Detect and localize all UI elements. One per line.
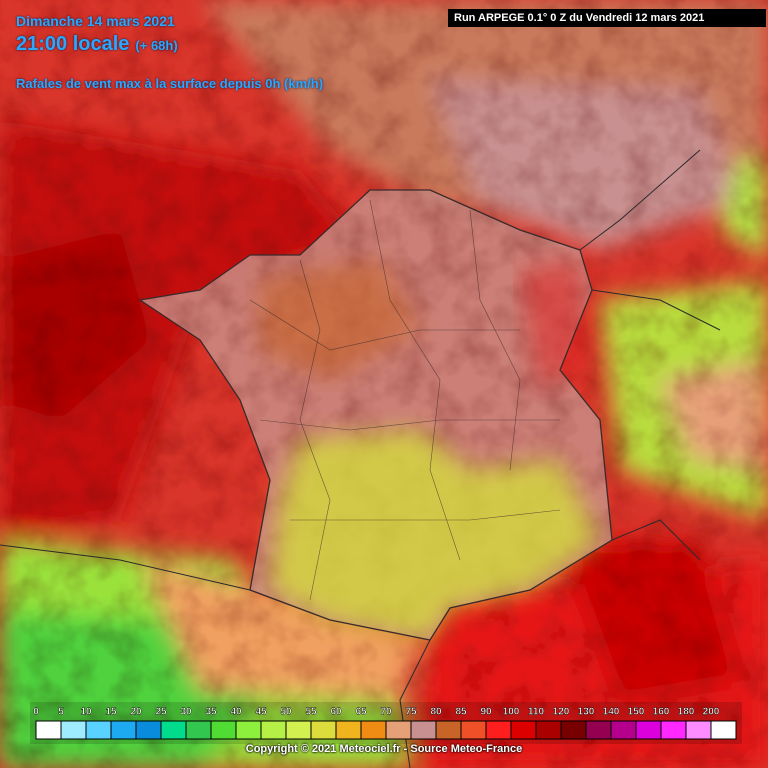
legend-label: 150 xyxy=(628,707,645,718)
legend-label: 5 xyxy=(58,707,64,718)
legend-label: 10 xyxy=(80,707,92,718)
legend-swatch xyxy=(510,720,537,740)
date: Dimanche 14 mars 2021 xyxy=(16,13,175,29)
time-line: 21:00 locale (+ 68h) xyxy=(16,33,178,56)
legend-label: 55 xyxy=(305,707,317,718)
legend-label: 110 xyxy=(528,707,545,718)
legend-label: 140 xyxy=(603,707,620,718)
legend-swatch xyxy=(110,720,137,740)
lead-time: (+ 68h) xyxy=(135,38,178,53)
legend-swatch xyxy=(460,720,487,740)
legend-swatch xyxy=(535,720,562,740)
legend-label: 25 xyxy=(155,707,167,718)
legend-label: 70 xyxy=(380,707,392,718)
legend-label: 200 xyxy=(703,707,720,718)
time: 21:00 locale xyxy=(16,33,130,55)
legend-label: 100 xyxy=(503,707,520,718)
legend-label: 160 xyxy=(653,707,670,718)
legend-swatch xyxy=(410,720,437,740)
legend-swatch xyxy=(585,720,612,740)
legend-swatch xyxy=(60,720,87,740)
legend-swatch xyxy=(210,720,237,740)
legend-swatch xyxy=(260,720,287,740)
legend-label: 90 xyxy=(480,707,492,718)
legend-swatch xyxy=(285,720,312,740)
legend-label: 20 xyxy=(130,707,142,718)
parameter: Rafales de vent max à la surface depuis … xyxy=(16,76,324,91)
legend-label: 0 xyxy=(33,707,39,718)
legend: 0 5 10 15 20 25 30 35 40 45 50 55 60 65 70 75 80 85 90 100 1… xyxy=(30,702,742,744)
legend-label: 80 xyxy=(430,707,442,718)
legend-swatch xyxy=(360,720,387,740)
legend-label: 75 xyxy=(405,707,417,718)
legend-swatch xyxy=(335,720,362,740)
legend-swatch xyxy=(610,720,637,740)
legend-swatch xyxy=(685,720,712,740)
legend-label: 40 xyxy=(230,707,242,718)
legend-swatch xyxy=(160,720,187,740)
legend-swatch xyxy=(85,720,112,740)
run-info: Run ARPEGE 0.1° 0 Z du Vendredi 12 mars … xyxy=(448,9,766,27)
legend-swatch xyxy=(635,720,662,740)
legend-label: 120 xyxy=(553,707,570,718)
legend-swatch xyxy=(385,720,412,740)
legend-swatch xyxy=(310,720,337,740)
legend-swatch xyxy=(135,720,162,740)
legend-swatch xyxy=(710,720,737,740)
legend-label: 45 xyxy=(255,707,267,718)
legend-swatch xyxy=(185,720,212,740)
legend-label: 130 xyxy=(578,707,595,718)
legend-swatch xyxy=(35,720,62,740)
legend-swatch xyxy=(560,720,587,740)
legend-swatch xyxy=(660,720,687,740)
legend-label: 85 xyxy=(455,707,467,718)
legend-swatch xyxy=(485,720,512,740)
copyright: Copyright © 2021 Meteociel.fr - Source M… xyxy=(245,743,523,755)
legend-label: 180 xyxy=(678,707,695,718)
legend-label: 60 xyxy=(330,707,342,718)
legend-label: 15 xyxy=(105,707,117,718)
legend-label: 30 xyxy=(180,707,192,718)
france xyxy=(0,149,721,768)
legend-label: 65 xyxy=(355,707,367,718)
legend-swatch xyxy=(435,720,462,740)
legend-label: 35 xyxy=(205,707,217,718)
legend-swatch xyxy=(235,720,262,740)
legend-label: 50 xyxy=(280,707,292,718)
